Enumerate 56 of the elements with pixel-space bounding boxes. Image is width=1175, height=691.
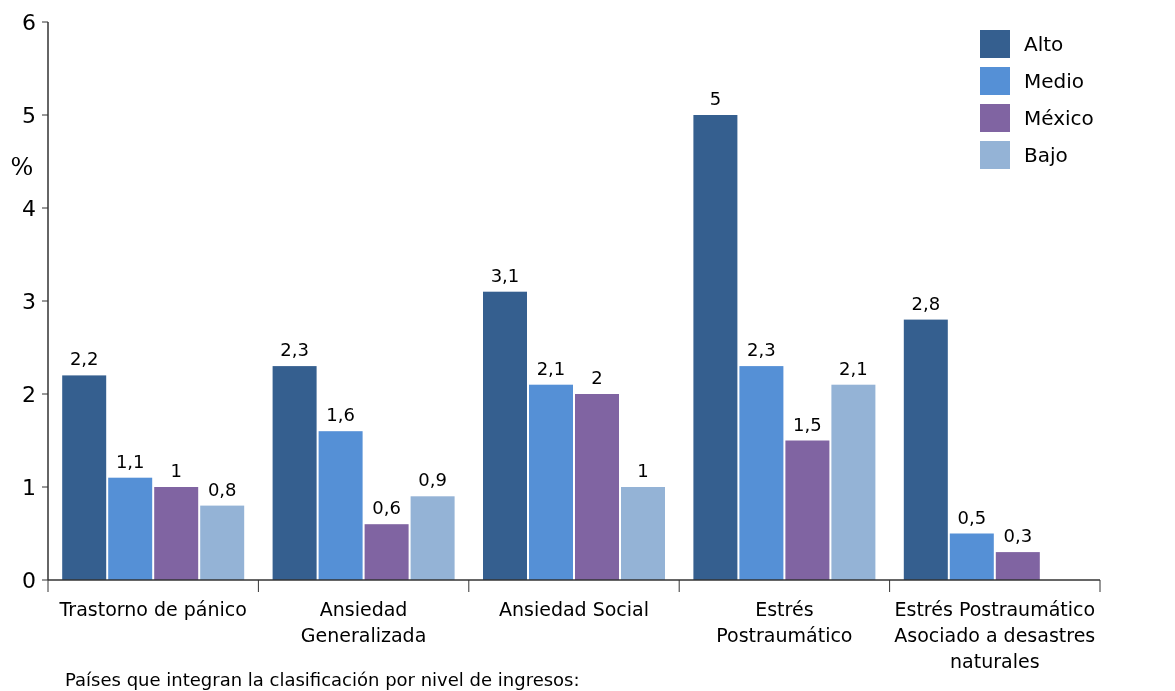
data-label: 1 <box>170 460 182 481</box>
x-tick-label: Ansiedad Social <box>498 598 650 620</box>
y-tick-label: 0 <box>22 568 36 593</box>
bar <box>529 384 573 580</box>
x-tick-label: Ansiedad Generalizada <box>300 598 427 646</box>
bar <box>483 291 527 580</box>
bar <box>621 487 665 580</box>
data-label: 3,1 <box>490 264 520 286</box>
data-label: 2,8 <box>911 292 941 314</box>
bar <box>200 505 245 580</box>
data-label: 0,6 <box>372 497 401 519</box>
legend-label: Medio <box>1024 69 1085 93</box>
data-label: 2,1 <box>536 357 566 379</box>
bar <box>410 496 455 580</box>
bar <box>693 115 738 580</box>
bar <box>272 366 317 580</box>
data-label: 5 <box>709 88 722 109</box>
data-label: 2 <box>591 367 603 388</box>
bar <box>785 440 830 580</box>
bar <box>831 384 876 580</box>
y-tick-label: 2 <box>22 382 36 407</box>
data-label: 0,3 <box>1003 525 1033 547</box>
y-tick-label: 3 <box>22 289 36 314</box>
legend-label: México <box>1024 106 1094 130</box>
x-tick-label: Estrés Postraumático <box>716 598 853 646</box>
bar <box>62 375 107 580</box>
data-label: 2,1 <box>839 357 868 379</box>
data-label: 2,2 <box>69 348 99 370</box>
data-label: 1 <box>637 460 649 481</box>
data-label: 1,6 <box>326 404 355 426</box>
bar <box>318 431 363 580</box>
bar <box>949 533 994 580</box>
bar <box>154 487 199 580</box>
y-axis-title: % <box>10 153 34 181</box>
x-tick-label: Trastorno de pánico <box>58 598 247 620</box>
bar <box>575 394 619 580</box>
data-label: 1,1 <box>115 450 145 472</box>
x-tick-label: Estrés Postraumático Asociado a desastres naturales <box>894 598 1096 672</box>
data-label: 1,5 <box>793 413 822 435</box>
bar <box>995 552 1040 580</box>
data-label: 2,3 <box>280 339 309 361</box>
bar <box>108 477 153 580</box>
data-label: 0,9 <box>418 469 447 491</box>
bar <box>903 319 948 580</box>
y-tick-label: 4 <box>22 196 36 221</box>
bar <box>364 524 409 580</box>
data-label: 0,8 <box>207 478 237 500</box>
y-tick-label: 5 <box>22 103 36 128</box>
legend-label: Bajo <box>1024 143 1068 167</box>
text: Países que integran la clasificación por nivel de ingresos: <box>65 669 580 690</box>
data-label: 2,3 <box>747 339 776 361</box>
bar <box>739 366 784 580</box>
legend-label: Alto <box>1024 32 1064 56</box>
y-tick-label: 1 <box>22 475 36 500</box>
y-tick-label: 6 <box>22 10 36 35</box>
data-label: 0,5 <box>957 506 987 528</box>
